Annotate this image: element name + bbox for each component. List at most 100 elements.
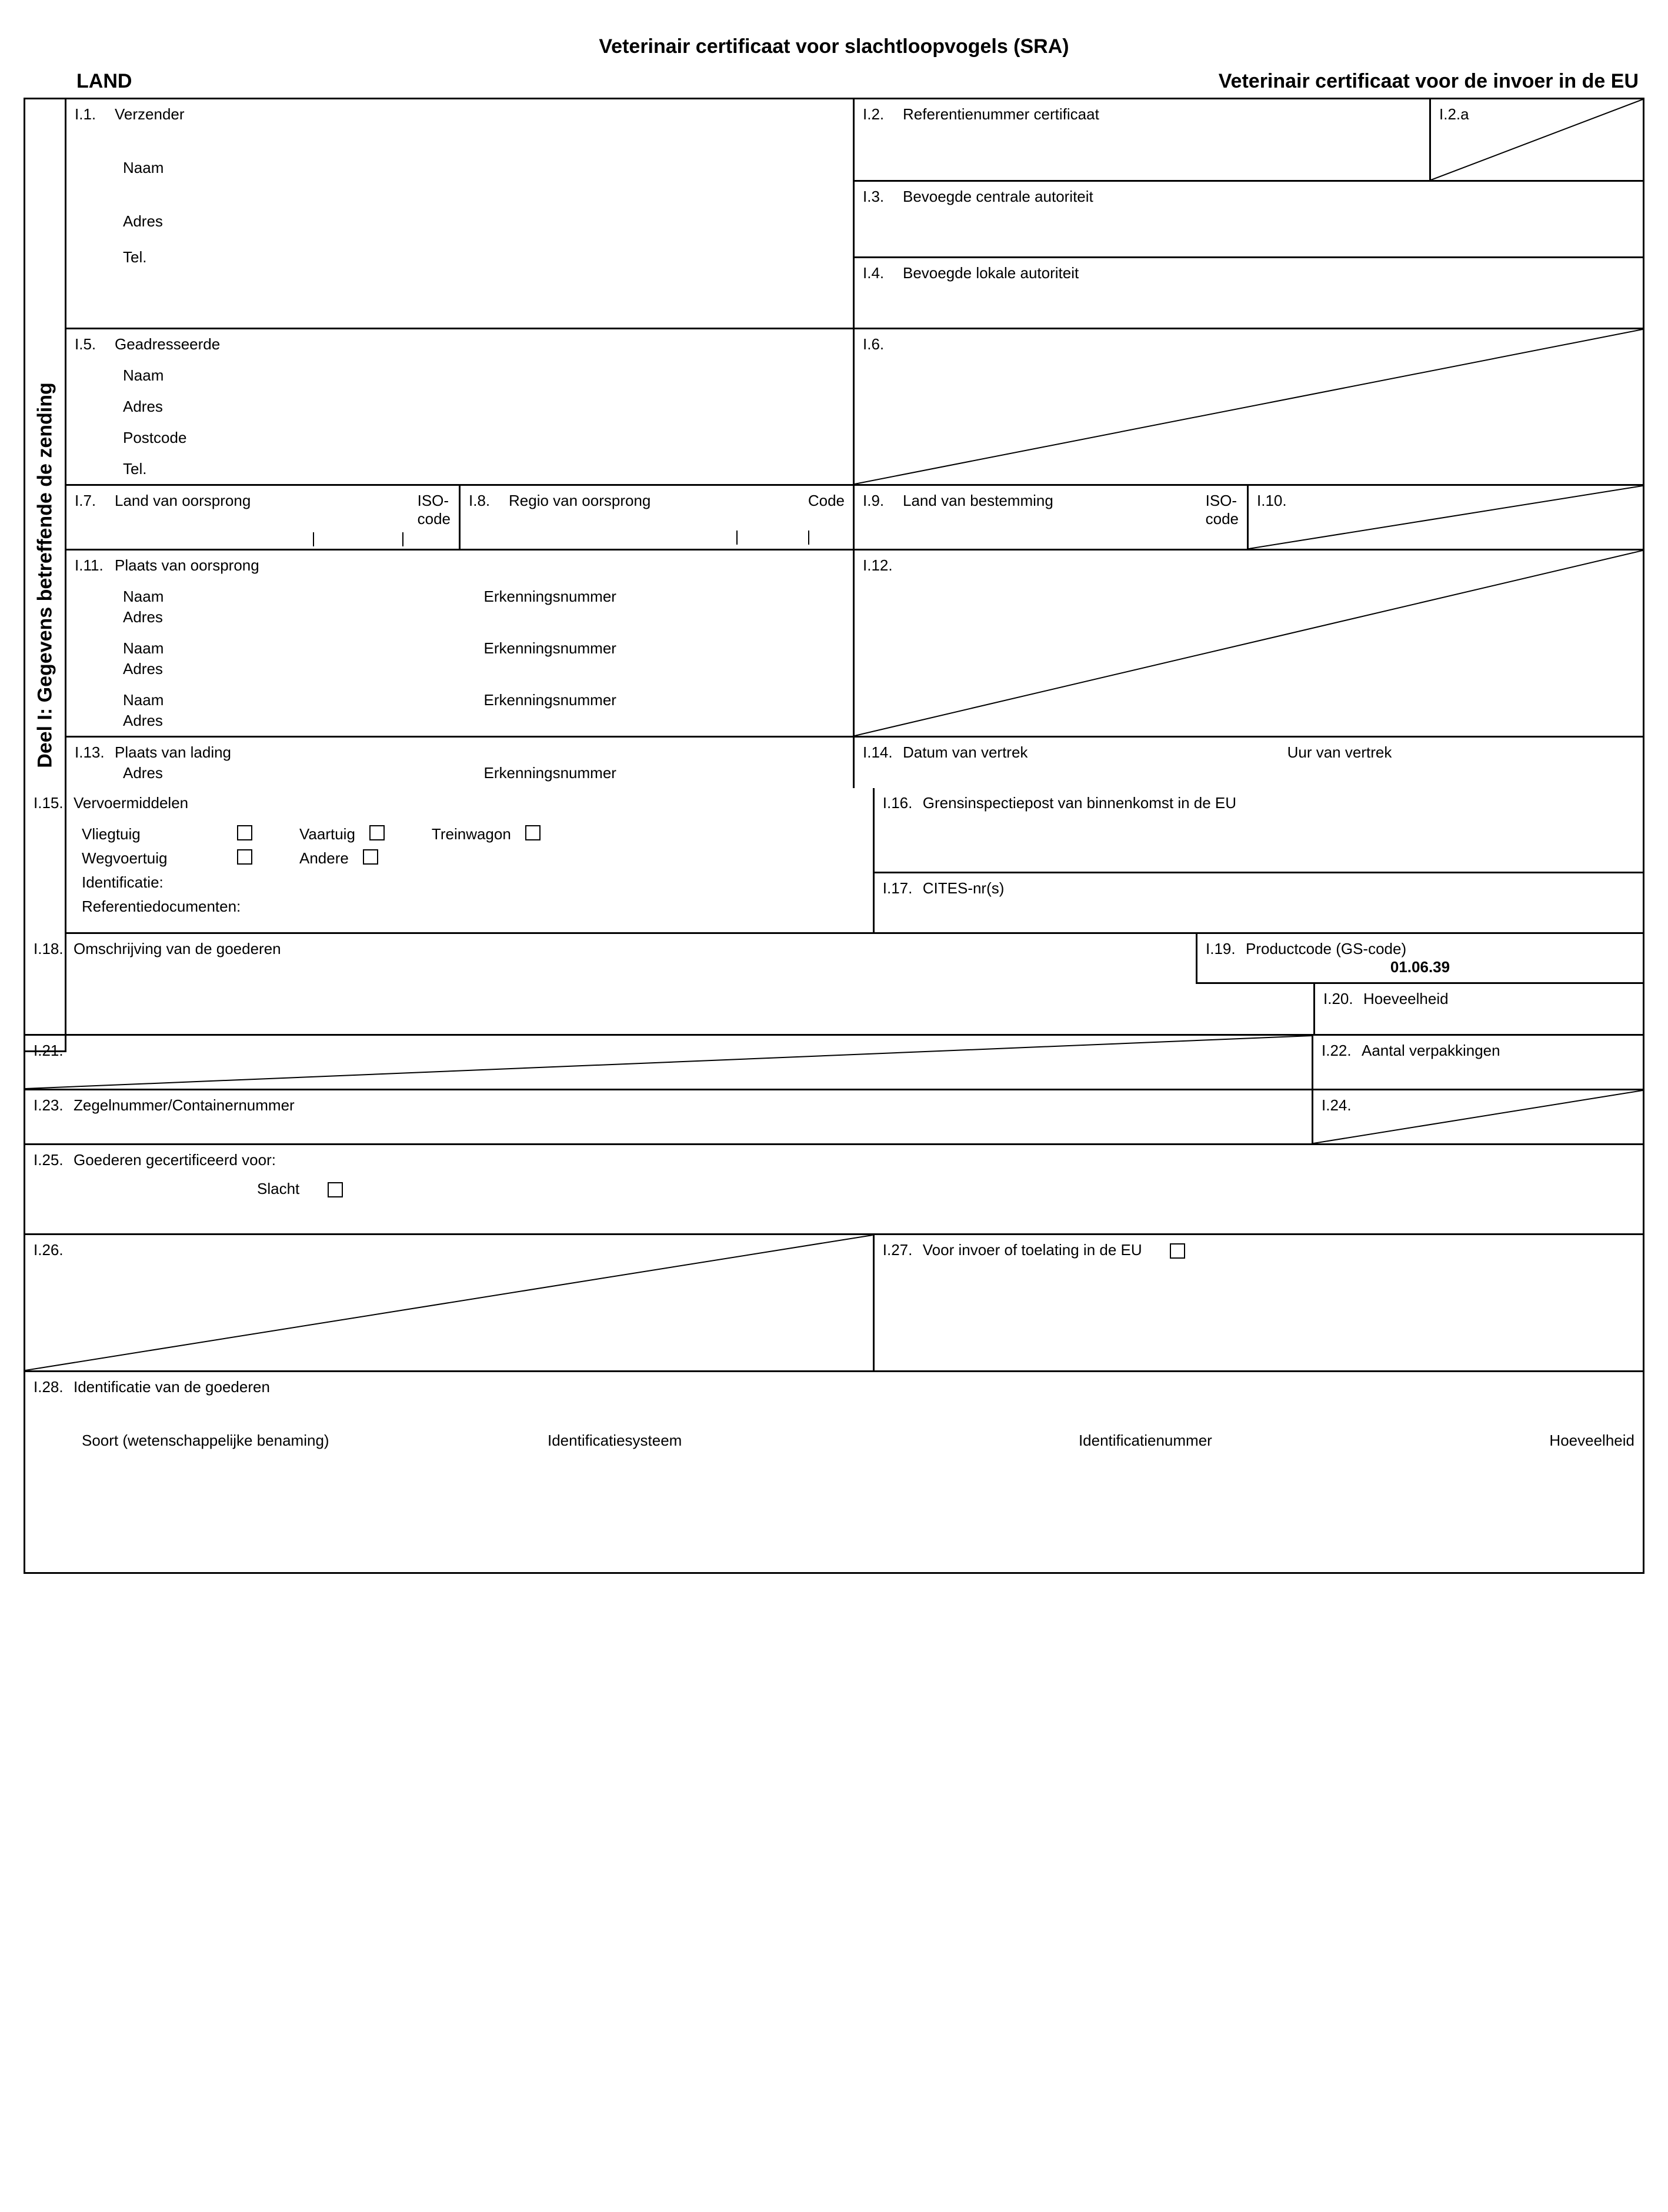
i23-nr: I.23. bbox=[34, 1096, 74, 1115]
i6-diagonal bbox=[855, 329, 1643, 484]
i3-nr: I.3. bbox=[863, 188, 903, 206]
i6-nr: I.6. bbox=[863, 335, 903, 353]
i1-naam: Naam bbox=[75, 159, 845, 177]
i15-vliegtuig: Vliegtuig bbox=[82, 825, 141, 843]
i28-c1: Soort (wetenschappelijke benaming) bbox=[82, 1432, 548, 1450]
i8-code: Code bbox=[808, 492, 845, 510]
i1-adres: Adres bbox=[75, 212, 845, 231]
i13-adres: Adres bbox=[123, 764, 484, 782]
i28-c3: Identificatienummer bbox=[936, 1432, 1355, 1450]
i15-wegvoertuig: Wegvoertuig bbox=[82, 849, 168, 867]
i27-cb[interactable] bbox=[1170, 1243, 1185, 1259]
i24-diagonal bbox=[1313, 1090, 1643, 1143]
i9-iso: ISO- bbox=[1206, 492, 1239, 510]
i17-label: CITES-nr(s) bbox=[923, 879, 1005, 897]
i10-nr: I.10. bbox=[1257, 492, 1297, 510]
header-right: Veterinair certificaat voor de invoer in… bbox=[1219, 70, 1639, 93]
i19-label: Productcode (GS-code) bbox=[1246, 940, 1406, 957]
i11-adres3: Adres bbox=[75, 712, 845, 730]
i18-nr: I.18. bbox=[34, 940, 74, 958]
i15-ident: Identificatie: bbox=[34, 873, 865, 892]
header-row: LAND Veterinair certificaat voor de invo… bbox=[24, 70, 1644, 93]
i28-label: Identificatie van de goederen bbox=[74, 1378, 270, 1396]
i11-label: Plaats van oorsprong bbox=[115, 556, 259, 574]
i11-adres1: Adres bbox=[75, 608, 845, 626]
i11-naam2: Naam bbox=[123, 639, 484, 658]
i5-postcode: Postcode bbox=[75, 429, 845, 447]
i15-nr: I.15. bbox=[34, 794, 74, 812]
i8-nr: I.8. bbox=[469, 492, 509, 510]
i14-nr: I.14. bbox=[863, 743, 903, 762]
i3-label: Bevoegde centrale autoriteit bbox=[903, 188, 1093, 205]
sidebar-label: Deel I: Gegevens betreffende de zending bbox=[34, 382, 56, 768]
i5-label: Geadresseerde bbox=[115, 335, 220, 353]
i1-nr: I.1. bbox=[75, 105, 115, 124]
i22-nr: I.22. bbox=[1322, 1042, 1362, 1060]
i19-value: 01.06.39 bbox=[1206, 958, 1634, 976]
i5-tel: Tel. bbox=[75, 460, 845, 478]
header-land: LAND bbox=[76, 70, 132, 93]
i15-vaartuig-cb[interactable] bbox=[369, 825, 385, 840]
i26-diagonal bbox=[25, 1235, 873, 1370]
i15-vaartuig: Vaartuig bbox=[299, 825, 355, 843]
i9-code: code bbox=[1206, 510, 1239, 528]
i12-nr: I.12. bbox=[863, 556, 903, 575]
i8-label: Regio van oorsprong bbox=[509, 492, 650, 509]
i28-nr: I.28. bbox=[34, 1378, 74, 1396]
i20-label: Hoeveelheid bbox=[1363, 990, 1449, 1007]
i4-label: Bevoegde lokale autoriteit bbox=[903, 264, 1079, 282]
i7-iso: ISO- bbox=[418, 492, 451, 510]
i22-label: Aantal verpakkingen bbox=[1362, 1042, 1500, 1059]
i16-nr: I.16. bbox=[883, 794, 923, 812]
form: Deel I: Gegevens betreffende de zending … bbox=[24, 98, 1644, 1574]
i9-nr: I.9. bbox=[863, 492, 903, 510]
i14a-label: Datum van vertrek bbox=[903, 743, 1028, 761]
i21-diagonal bbox=[25, 1036, 1312, 1089]
i14b-label: Uur van vertrek bbox=[1287, 743, 1392, 762]
i20-nr: I.20. bbox=[1323, 990, 1363, 1008]
i11-nr: I.11. bbox=[75, 556, 115, 575]
i25-slacht: Slacht bbox=[257, 1180, 299, 1197]
i5-adres: Adres bbox=[75, 398, 845, 416]
i19-nr: I.19. bbox=[1206, 940, 1246, 958]
i15-treinwagon: Treinwagon bbox=[432, 825, 511, 843]
i24-nr: I.24. bbox=[1322, 1096, 1362, 1115]
i25-label: Goederen gecertificeerd voor: bbox=[74, 1151, 276, 1169]
i11-erk2: Erkenningsnummer bbox=[484, 639, 845, 658]
i25-slacht-cb[interactable] bbox=[328, 1182, 343, 1197]
i5-naam: Naam bbox=[75, 366, 845, 385]
i28-c4: Hoeveelheid bbox=[1355, 1432, 1634, 1450]
i2a-label: I.2.a bbox=[1439, 105, 1469, 123]
i18-label: Omschrijving van de goederen bbox=[74, 940, 281, 957]
i15-wegvoertuig-cb[interactable] bbox=[237, 849, 252, 865]
i11-erk3: Erkenningsnummer bbox=[484, 691, 845, 709]
i13-nr: I.13. bbox=[75, 743, 115, 762]
i12-diagonal bbox=[855, 551, 1643, 736]
i25-nr: I.25. bbox=[34, 1151, 74, 1169]
i11-naam3: Naam bbox=[123, 691, 484, 709]
i13-label: Plaats van lading bbox=[115, 743, 231, 761]
i16-label: Grensinspectiepost van binnenkomst in de… bbox=[923, 794, 1236, 812]
i17-nr: I.17. bbox=[883, 879, 923, 898]
i7-code: code bbox=[418, 510, 451, 528]
i15-refdocs: Referentiedocumenten: bbox=[34, 898, 865, 916]
i1-tel: Tel. bbox=[75, 248, 845, 266]
i15-andere: Andere bbox=[299, 849, 349, 868]
i11-erk1: Erkenningsnummer bbox=[484, 588, 845, 606]
i9-label: Land van bestemming bbox=[903, 492, 1053, 509]
i21-nr: I.21. bbox=[34, 1042, 74, 1060]
i2-nr: I.2. bbox=[863, 105, 903, 124]
i4-nr: I.4. bbox=[863, 264, 903, 282]
i7-nr: I.7. bbox=[75, 492, 115, 510]
i10-diagonal bbox=[1249, 486, 1643, 549]
i2-label: Referentienummer certificaat bbox=[903, 105, 1099, 123]
i15-andere-cb[interactable] bbox=[363, 849, 378, 865]
i11-adres2: Adres bbox=[75, 660, 845, 678]
i15-treinwagon-cb[interactable] bbox=[525, 825, 541, 840]
i15-vliegtuig-cb[interactable] bbox=[237, 825, 252, 840]
i28-c2: Identificatiesysteem bbox=[548, 1432, 936, 1450]
i26-nr: I.26. bbox=[34, 1241, 74, 1259]
i13-erk: Erkenningsnummer bbox=[484, 764, 845, 782]
i15-label: Vervoermiddelen bbox=[74, 794, 188, 812]
i7-label: Land van oorsprong bbox=[115, 492, 251, 509]
